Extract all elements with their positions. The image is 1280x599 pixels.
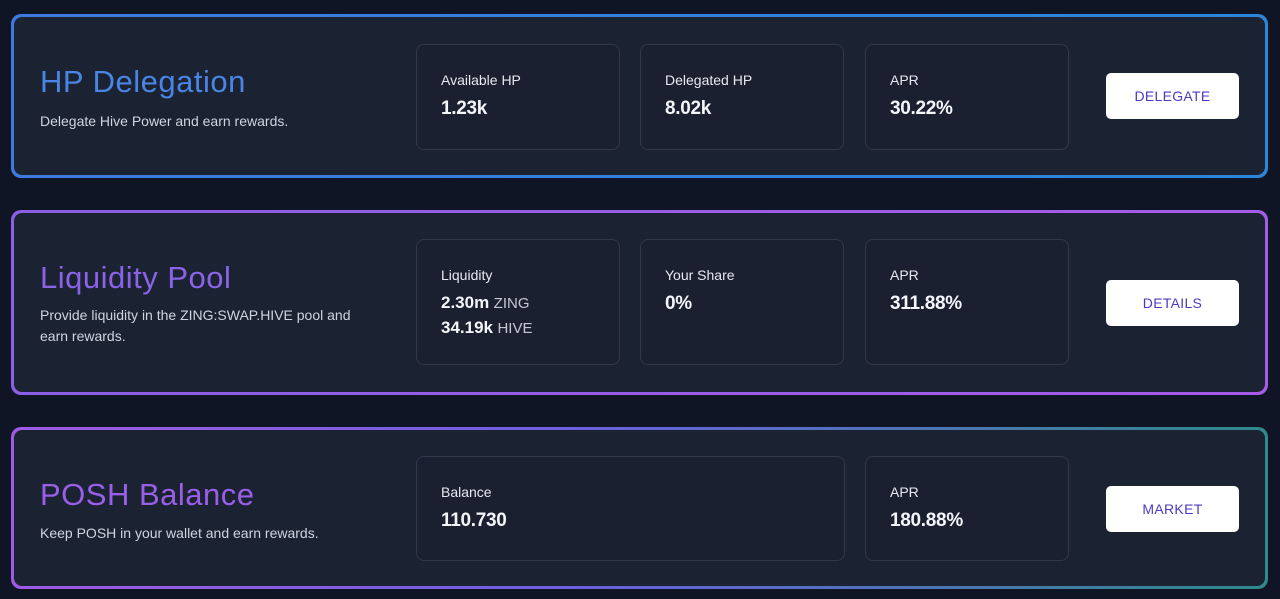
stat-label: APR <box>890 267 919 283</box>
stat-value: 1.23k <box>441 98 488 119</box>
stat-value: 8.02k <box>665 98 712 119</box>
posh-apr-stat: APR 180.88% <box>865 456 1069 561</box>
delegated-hp-stat: Delegated HP 8.02k <box>640 44 844 150</box>
your-share-stat: Your Share 0% <box>640 239 844 365</box>
lp-apr-stat: APR 311.88% <box>865 239 1069 365</box>
details-button[interactable]: DETAILS <box>1106 280 1239 326</box>
posh-balance-title: POSH Balance <box>40 477 255 512</box>
stat-label: Available HP <box>441 72 521 88</box>
stat-value: 110.730 <box>441 510 507 531</box>
stat-label: APR <box>890 72 919 88</box>
stat-label: Delegated HP <box>665 72 753 88</box>
liquidity-stat: Liquidity 2.30m ZING 34.19k HIVE <box>416 239 620 365</box>
hp-delegation-title: HP Delegation <box>40 64 246 99</box>
hp-delegation-description: Delegate Hive Power and earn rewards. <box>40 113 289 129</box>
stat-value: 30.22% <box>890 98 953 119</box>
stat-value: 0% <box>665 293 692 314</box>
available-hp-stat: Available HP 1.23k <box>416 44 620 150</box>
zing-unit: ZING <box>493 295 530 312</box>
liquidity-zing-row: 2.30m ZING <box>441 293 530 313</box>
balance-stat: Balance 110.730 <box>416 456 845 561</box>
posh-balance-description: Keep POSH in your wallet and earn reward… <box>40 525 319 541</box>
delegate-button[interactable]: DELEGATE <box>1106 73 1239 119</box>
hp-apr-stat: APR 30.22% <box>865 44 1069 150</box>
liquidity-pool-title: Liquidity Pool <box>40 260 232 295</box>
market-button[interactable]: MARKET <box>1106 486 1239 532</box>
stat-label: Your Share <box>665 267 735 283</box>
liquidity-hive-row: 34.19k HIVE <box>441 318 532 338</box>
posh-balance-card: POSH Balance Keep POSH in your wallet an… <box>11 427 1268 589</box>
liquidity-pool-card: Liquidity Pool Provide liquidity in the … <box>11 210 1268 395</box>
stat-label: Liquidity <box>441 267 493 283</box>
zing-amount: 2.30m <box>441 293 490 312</box>
stat-label: APR <box>890 484 919 500</box>
stat-value: 180.88% <box>890 510 963 531</box>
stat-value: 311.88% <box>890 293 962 314</box>
hive-unit: HIVE <box>497 320 533 337</box>
hive-amount: 34.19k <box>441 318 493 337</box>
liquidity-pool-description: Provide liquidity in the ZING:SWAP.HIVE … <box>40 307 351 344</box>
hp-delegation-card: HP Delegation Delegate Hive Power and ea… <box>11 14 1268 178</box>
stat-label: Balance <box>441 484 492 500</box>
